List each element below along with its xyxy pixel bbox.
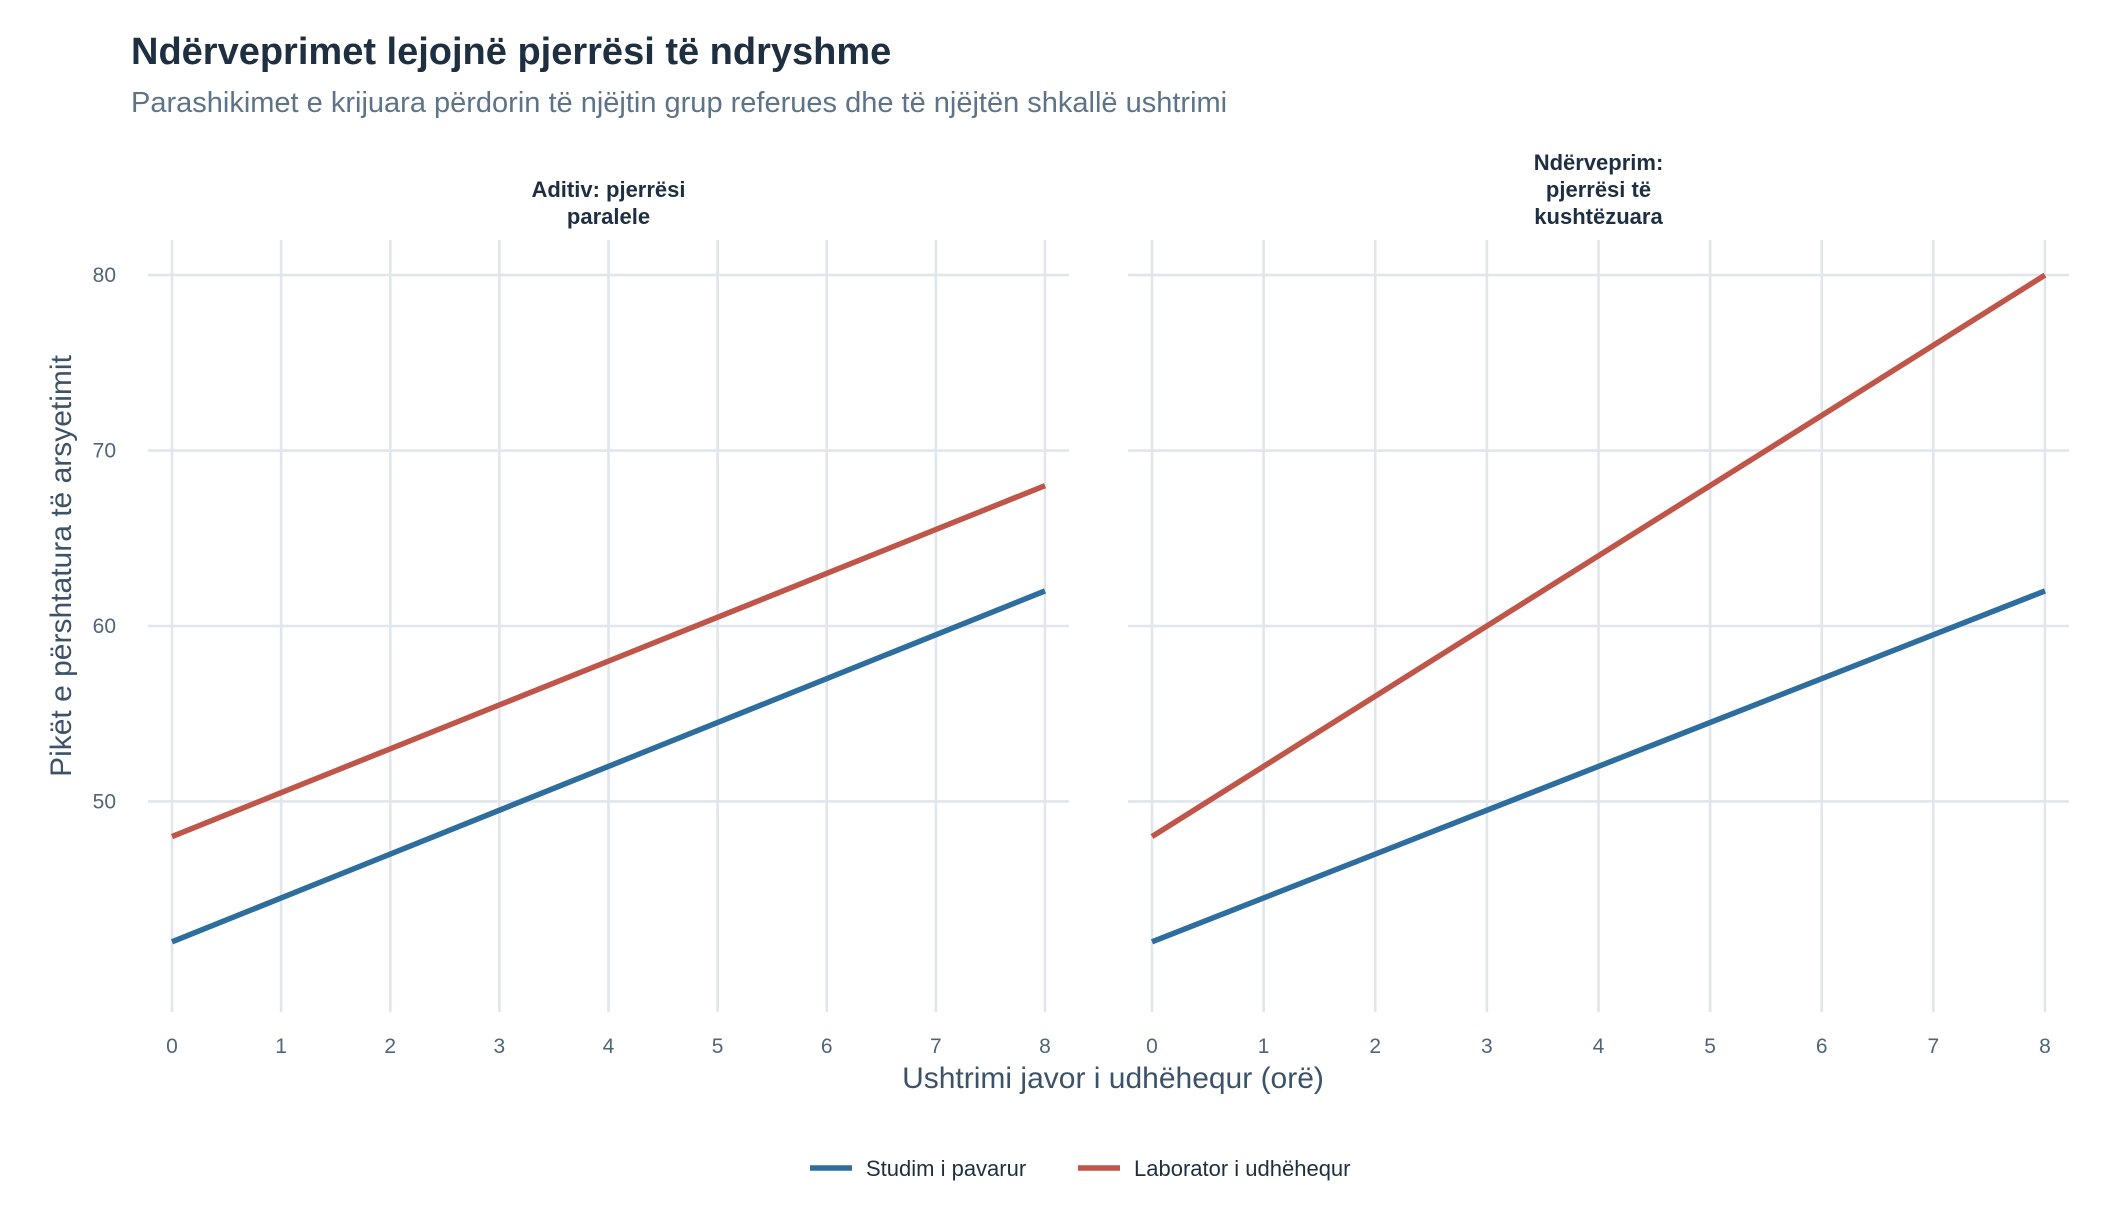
x-tick-label: 0: [166, 1035, 178, 1058]
y-tick-label: 50: [93, 790, 116, 813]
panel-title-line: paralele: [567, 204, 650, 229]
x-tick-label: 8: [1039, 1035, 1051, 1058]
y-tick-label: 60: [93, 615, 116, 638]
x-tick-label: 5: [1704, 1035, 1716, 1058]
x-tick-label: 2: [384, 1035, 396, 1058]
legend: Studim i pavarur Laborator i udhëhequr: [810, 1156, 1351, 1181]
x-tick-label: 4: [603, 1035, 615, 1058]
panel-title: Aditiv: pjerrësi paralele: [531, 177, 685, 229]
panel-title-line: Ndërveprim:: [1534, 150, 1664, 175]
series-line: [1150, 588, 2047, 945]
panel-title: Ndërveprim: pjerrësi të kushtëzuara: [1534, 150, 1664, 229]
legend-label: Studim i pavarur: [866, 1156, 1026, 1181]
x-tick-label: 6: [821, 1035, 833, 1058]
x-tick-label: 8: [2039, 1035, 2051, 1058]
series-line: [170, 588, 1047, 945]
panel-title-line: pjerrësi të: [1546, 177, 1651, 202]
y-tick-label: 70: [93, 440, 116, 463]
legend-label: Laborator i udhëhequr: [1134, 1156, 1351, 1181]
x-tick-label: 7: [1928, 1035, 1940, 1058]
x-tick-label: 0: [1146, 1035, 1158, 1058]
chart-title: Ndërveprimet lejojnë pjerrësi të ndryshm…: [131, 31, 891, 73]
y-axis-title: Pikët e përshtatura të arsyetimit: [45, 354, 78, 777]
panel-title-line: kushtëzuara: [1534, 204, 1663, 229]
x-tick-label: 1: [275, 1035, 287, 1058]
y-tick-label: 80: [93, 264, 116, 287]
x-tick-label: 3: [1481, 1035, 1493, 1058]
x-tick-label: 7: [930, 1035, 942, 1058]
panel-title-line: Aditiv: pjerrësi: [531, 177, 685, 202]
panel-2: 0 1 2 3 4 5 6 7 8 Ndërveprim: pjerrësi të kushtëzua…: [1128, 150, 2069, 1058]
x-axis-title: Ushtrimi javor i udhëhequr (orë): [902, 1062, 1324, 1095]
chart-subtitle: Parashikimet e krijuara përdorin të njëj…: [131, 87, 1227, 119]
x-tick-label: 4: [1593, 1035, 1605, 1058]
series-line: [170, 483, 1047, 840]
x-tick-label: 6: [1816, 1035, 1828, 1058]
panel-1: 0 1 2 3 4 5 6 7 8 50 60 70 80 Aditiv: pjerrësi paralel…: [93, 177, 1069, 1058]
x-tick-label: 2: [1369, 1035, 1381, 1058]
x-tick-label: 1: [1258, 1035, 1270, 1058]
series-line: [1150, 272, 2047, 839]
x-tick-label: 3: [494, 1035, 506, 1058]
x-tick-label: 5: [712, 1035, 724, 1058]
